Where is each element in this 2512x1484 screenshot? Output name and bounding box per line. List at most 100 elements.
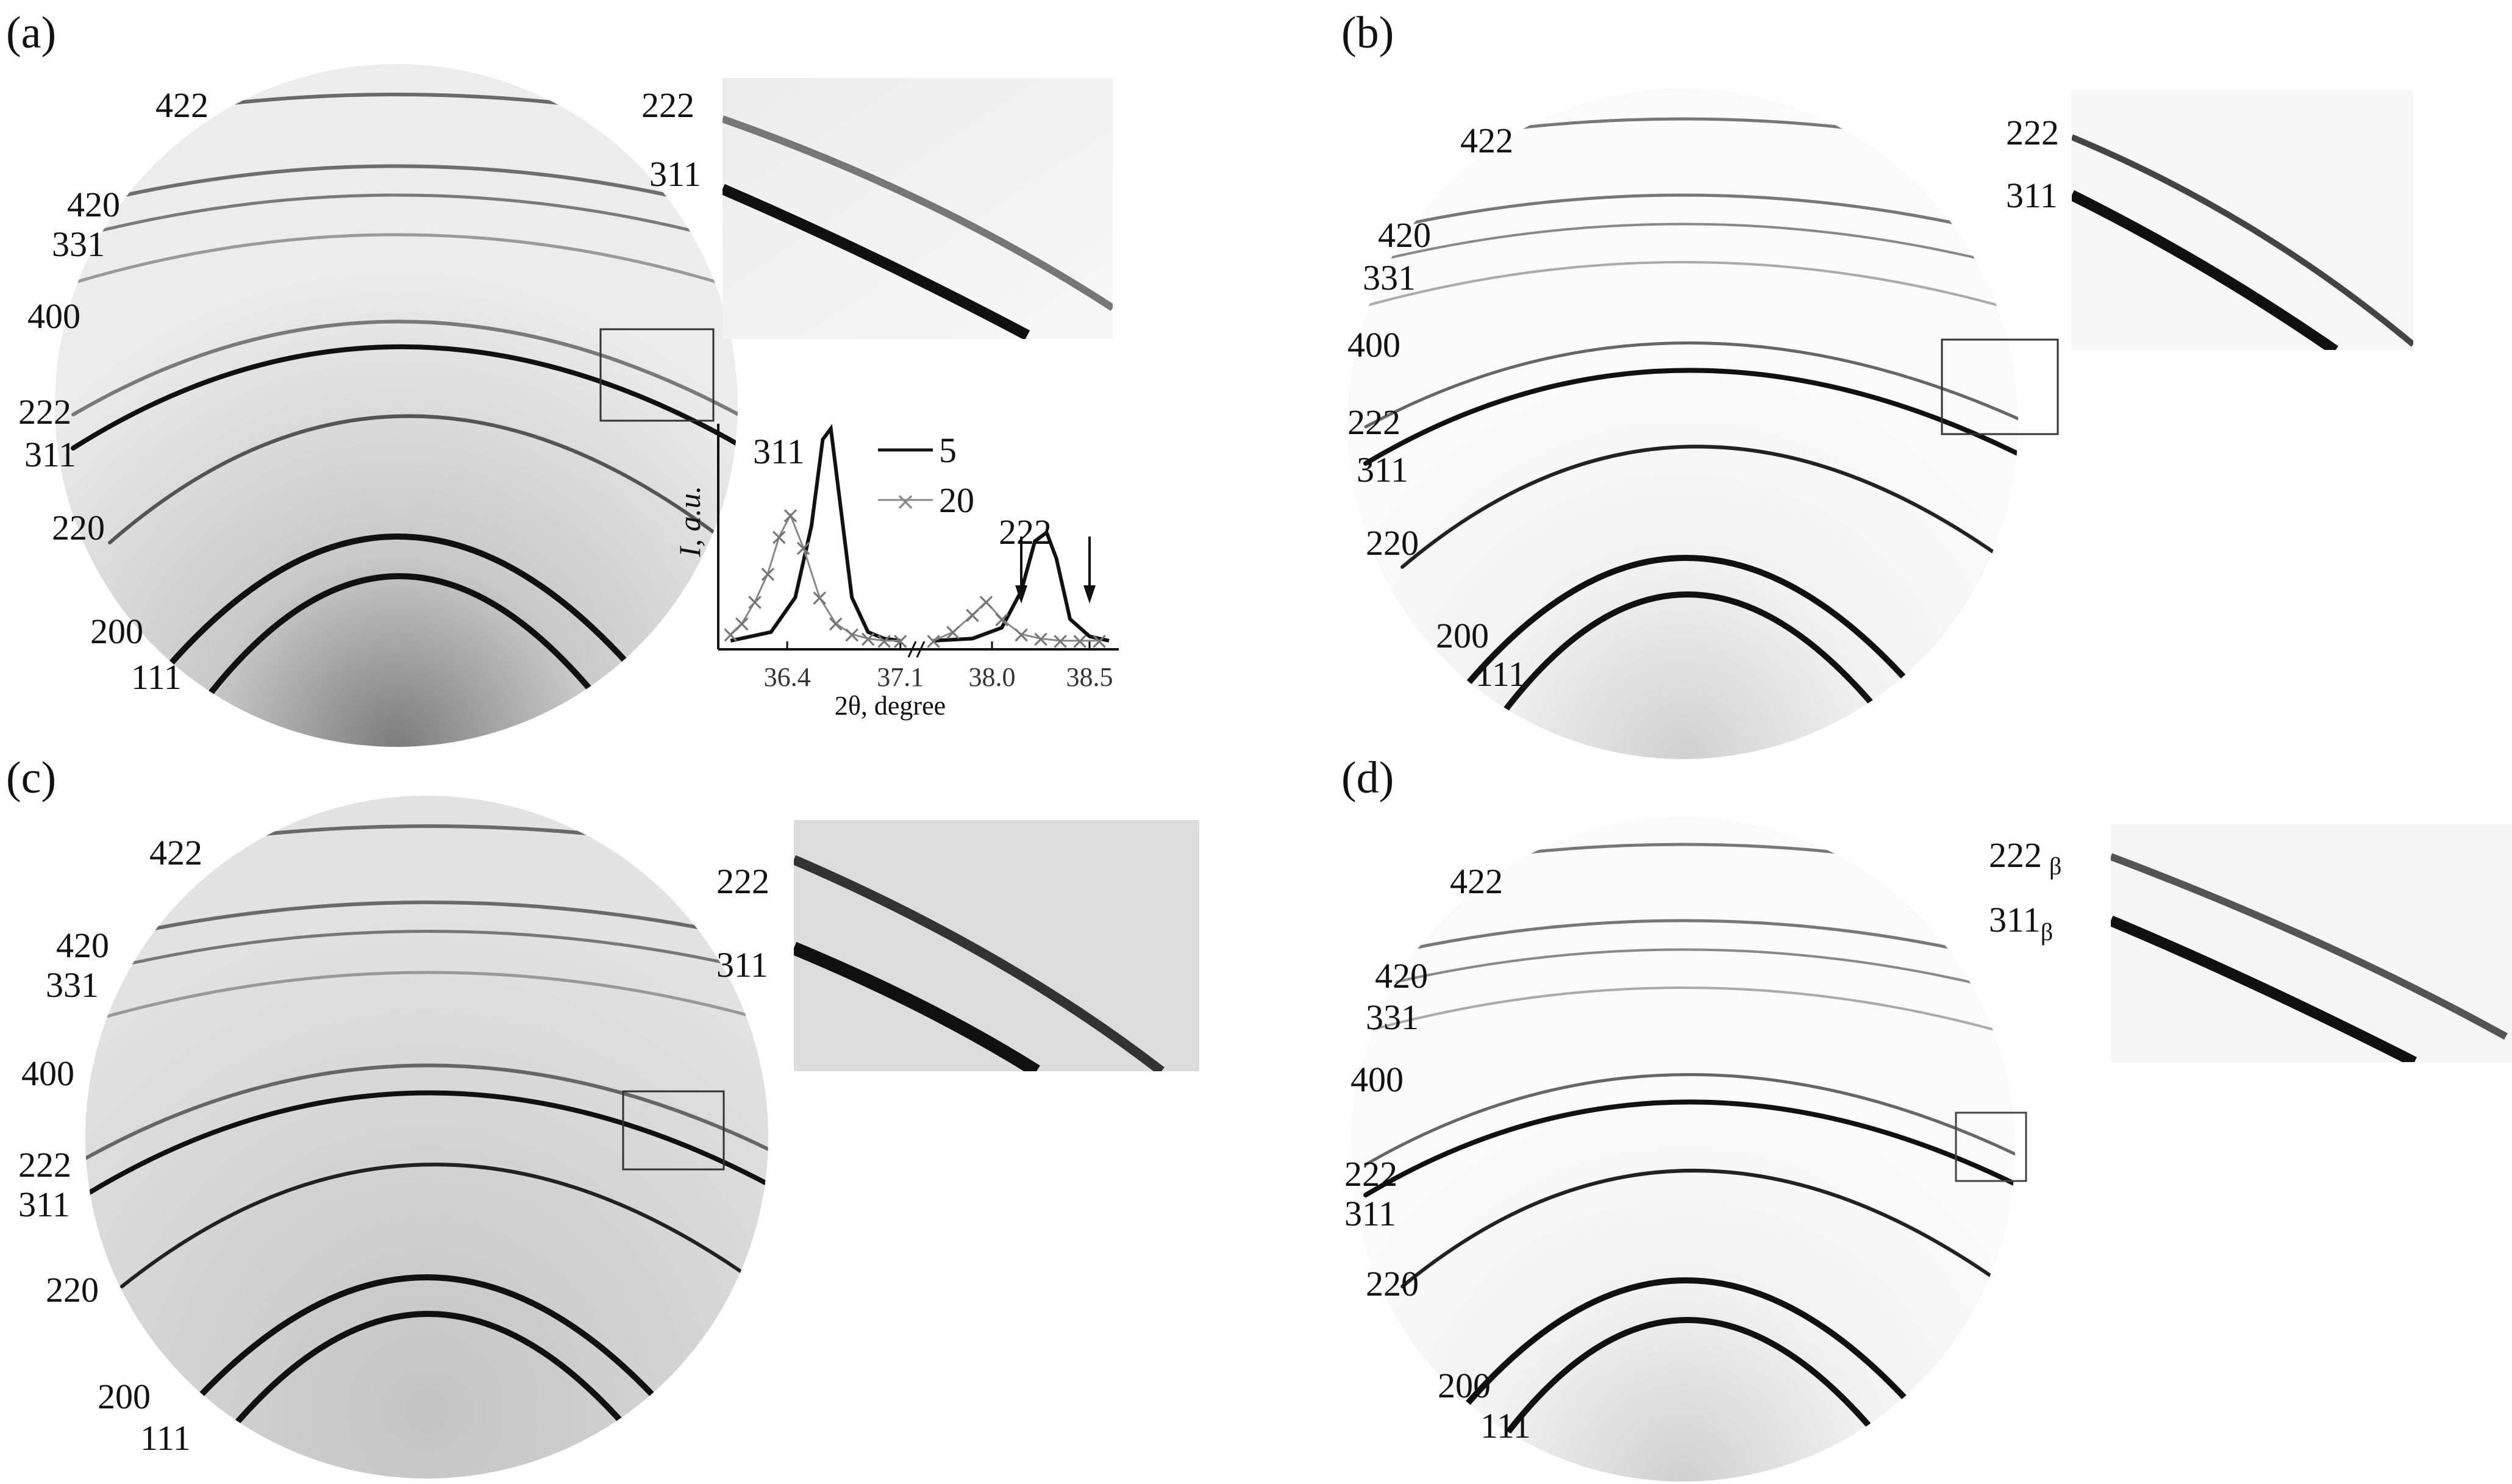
ring-label-222: 222 [1347, 402, 1401, 442]
arrow-head [1015, 585, 1027, 604]
inset-label-222: 222 [716, 862, 769, 901]
series-20-marker: × [1051, 627, 1070, 654]
ring-111 [192, 573, 613, 716]
series-20-marker: × [758, 560, 777, 587]
zoom-box [1941, 338, 2059, 435]
series-20-marker: × [780, 502, 800, 529]
series-20-marker: × [874, 627, 894, 654]
zoom-inset-a [723, 78, 1113, 339]
inset-ring-222 [2072, 134, 2413, 347]
labels-panel-d: (d) 422 420 331 400 222 311 220 200 111 … [1341, 753, 2061, 1446]
ring-label-400: 400 [27, 296, 80, 336]
legend-marker-20: × [895, 488, 916, 516]
ring-200 [162, 533, 637, 674]
series-20-marker: × [858, 625, 878, 652]
ring-200 [1460, 1277, 1918, 1411]
ring-111 [210, 1311, 649, 1454]
inset-label-311: 311β [1989, 900, 2053, 946]
series-20-marker: × [891, 627, 910, 654]
ring-label-420: 420 [1375, 956, 1428, 996]
detector-disc [85, 796, 768, 1479]
series-20-marker: × [732, 610, 752, 637]
inset-label-222: 222 β [1989, 835, 2061, 880]
ring-400 [1347, 261, 2018, 312]
ring-label-222: 222 [1344, 1154, 1397, 1194]
series-20-marker: × [826, 610, 846, 637]
x-axis-label: 2θ, degree [835, 691, 946, 721]
ring-200 [1460, 555, 1918, 692]
x-tick-label: 37.1 [877, 662, 924, 692]
series-20-marker: × [769, 524, 789, 551]
ring-label-311: 311 [24, 435, 76, 474]
ring-400 [59, 233, 733, 288]
ring-label-331: 331 [1363, 258, 1416, 298]
detector-disc [1347, 88, 2018, 759]
y-axis-label: I, a.u. [673, 486, 707, 558]
panel-c [85, 796, 768, 1479]
zoom-box [599, 328, 715, 422]
series-20-marker: × [721, 621, 740, 647]
ring-420 [85, 901, 768, 947]
ring-label-220: 220 [52, 508, 105, 548]
inset-label-222-text: 222 [1989, 835, 2042, 875]
zoom-inset-b [2072, 90, 2413, 350]
panel-label: (b) [1341, 8, 1394, 58]
series-20-line-1 [730, 513, 901, 642]
panel-label: (a) [6, 8, 56, 58]
ring-200 [180, 1274, 674, 1418]
ring-label-111: 111 [140, 1418, 191, 1458]
ring-label-111: 111 [1480, 1406, 1531, 1446]
series-20-marker: × [924, 627, 943, 654]
ring-311 [1363, 1099, 2015, 1204]
ring-label-200: 200 [1438, 1366, 1491, 1405]
ring-220 [1401, 444, 2008, 569]
series-20-marker: × [1070, 627, 1090, 654]
ring-label-220: 220 [1366, 1264, 1419, 1304]
inset-ring-311 [794, 941, 1040, 1071]
series-20-marker: × [842, 621, 862, 647]
series-20-marker: × [810, 584, 829, 611]
series-20-marker: × [992, 605, 1012, 632]
ring-label-311: 311 [18, 1185, 70, 1224]
series-20-marker: × [1031, 625, 1051, 652]
ring-label-111: 111 [131, 657, 182, 697]
ring-label-400: 400 [1351, 1060, 1404, 1099]
ring-label-400: 400 [1347, 325, 1401, 365]
ring-220 [108, 414, 721, 544]
ring-420 [59, 164, 733, 212]
ring-label-331: 331 [46, 965, 99, 1005]
ring-label-331: 331 [52, 224, 105, 264]
ring-label-422: 422 [155, 85, 209, 125]
labels-panel-b: (b) 422 420 331 400 222 311 220 200 111 … [1341, 8, 2059, 694]
legend-label-5: 5 [939, 430, 957, 470]
ring-311 [71, 344, 738, 454]
series-20-marker: × [976, 588, 996, 615]
legend-label-20: 20 [939, 480, 974, 520]
ring-222 [71, 319, 738, 423]
inset-label-222: 222 [2006, 113, 2059, 152]
series-20-marker: × [745, 588, 765, 615]
ring-331 [85, 930, 768, 977]
ring-420 [1347, 193, 2018, 240]
ring-220 [120, 1163, 764, 1288]
ring-label-222: 222 [18, 1145, 71, 1185]
series-20-marker: × [943, 619, 963, 646]
intensity-profile-chart: 36.4 37.1 38.0 38.5 ××××××××××××× × ××××× × × × ×… [673, 424, 1119, 721]
ring-label-420: 420 [56, 926, 109, 965]
series-5-line-2 [933, 529, 1110, 643]
x-tick-label: 38.5 [1066, 662, 1113, 692]
subscript-beta: β [2041, 918, 2053, 946]
ring-111 [1491, 1317, 1893, 1454]
x-tick-label: 38.0 [969, 662, 1016, 692]
ring-label-220: 220 [46, 1270, 99, 1310]
ring-label-420: 420 [67, 185, 120, 224]
inset-ring-311 [723, 184, 1030, 339]
ring-label-200: 200 [90, 612, 143, 651]
series-20-marker: × [1012, 621, 1031, 647]
legend: 5 × 20 [878, 430, 974, 520]
zoom-inset-c [794, 820, 1199, 1071]
series-20-line-2 [933, 600, 1099, 642]
inset-ring-222 [723, 115, 1113, 312]
ring-label-220: 220 [1366, 523, 1419, 563]
